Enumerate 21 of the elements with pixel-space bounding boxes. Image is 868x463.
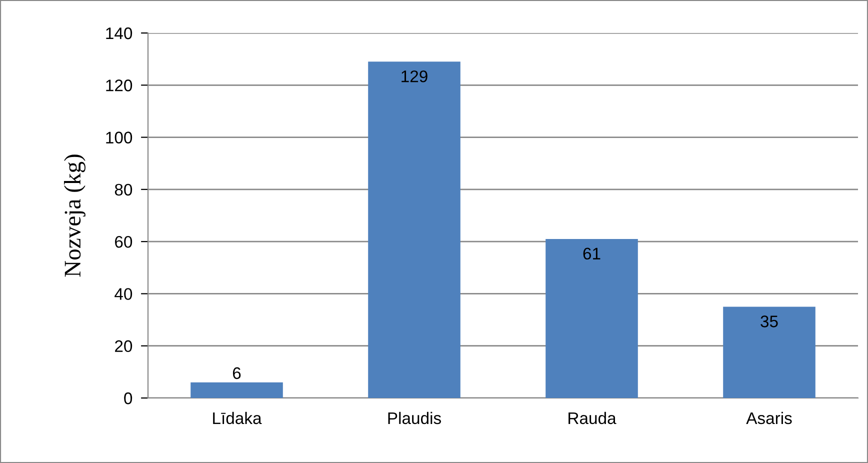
y-tick-label: 140 <box>106 27 132 40</box>
bar <box>723 306 816 398</box>
y-axis-title: Nozveja (kg) <box>64 154 86 277</box>
y-tick-label: 120 <box>106 80 132 92</box>
y-tick-label: 0 <box>124 392 132 404</box>
bar <box>546 238 638 398</box>
y-tick-label: 60 <box>115 236 132 248</box>
data-label: 61 <box>583 248 600 260</box>
bar <box>368 62 460 398</box>
x-tick-label: Rauda <box>568 412 616 424</box>
x-tick-label: Līdaka <box>213 412 262 424</box>
y-tick-label: 40 <box>114 288 132 300</box>
x-tick-label: Asaris <box>746 412 792 424</box>
x-tick-label: Plaudis <box>388 412 441 424</box>
y-tick-label: 80 <box>114 184 132 196</box>
y-tick-label: 100 <box>106 132 132 144</box>
bar <box>190 382 283 398</box>
data-label: 129 <box>402 70 428 82</box>
data-label: 35 <box>760 316 778 328</box>
y-tick-label: 20 <box>115 340 132 352</box>
data-label: 6 <box>232 367 241 380</box>
